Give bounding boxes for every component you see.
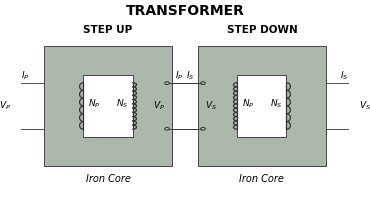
Text: $N_P$: $N_P$	[242, 98, 254, 110]
Text: $N_S$: $N_S$	[116, 98, 128, 110]
Text: STEP UP: STEP UP	[83, 25, 133, 35]
Bar	[238, 75, 286, 137]
Text: $N_S$: $N_S$	[270, 98, 282, 110]
Bar	[198, 46, 326, 166]
Text: STEP DOWN: STEP DOWN	[226, 25, 297, 35]
Text: $V_P$: $V_P$	[153, 100, 165, 112]
Text: TRANSFORMER: TRANSFORMER	[125, 4, 245, 18]
Text: $N_P$: $N_P$	[88, 98, 100, 110]
Text: $I_S$: $I_S$	[340, 70, 349, 82]
Text: $I_S$: $I_S$	[186, 70, 195, 82]
Text: $I_P$: $I_P$	[175, 70, 184, 82]
Text: Iron Core: Iron Core	[239, 174, 285, 184]
Bar	[44, 46, 172, 166]
Text: $I_P$: $I_P$	[21, 70, 30, 82]
Text: $V_S$: $V_S$	[359, 100, 370, 112]
Text: Iron Core: Iron Core	[85, 174, 131, 184]
Text: $V_P$: $V_P$	[0, 100, 11, 112]
Bar	[84, 75, 132, 137]
Text: $V_S$: $V_S$	[205, 100, 217, 112]
